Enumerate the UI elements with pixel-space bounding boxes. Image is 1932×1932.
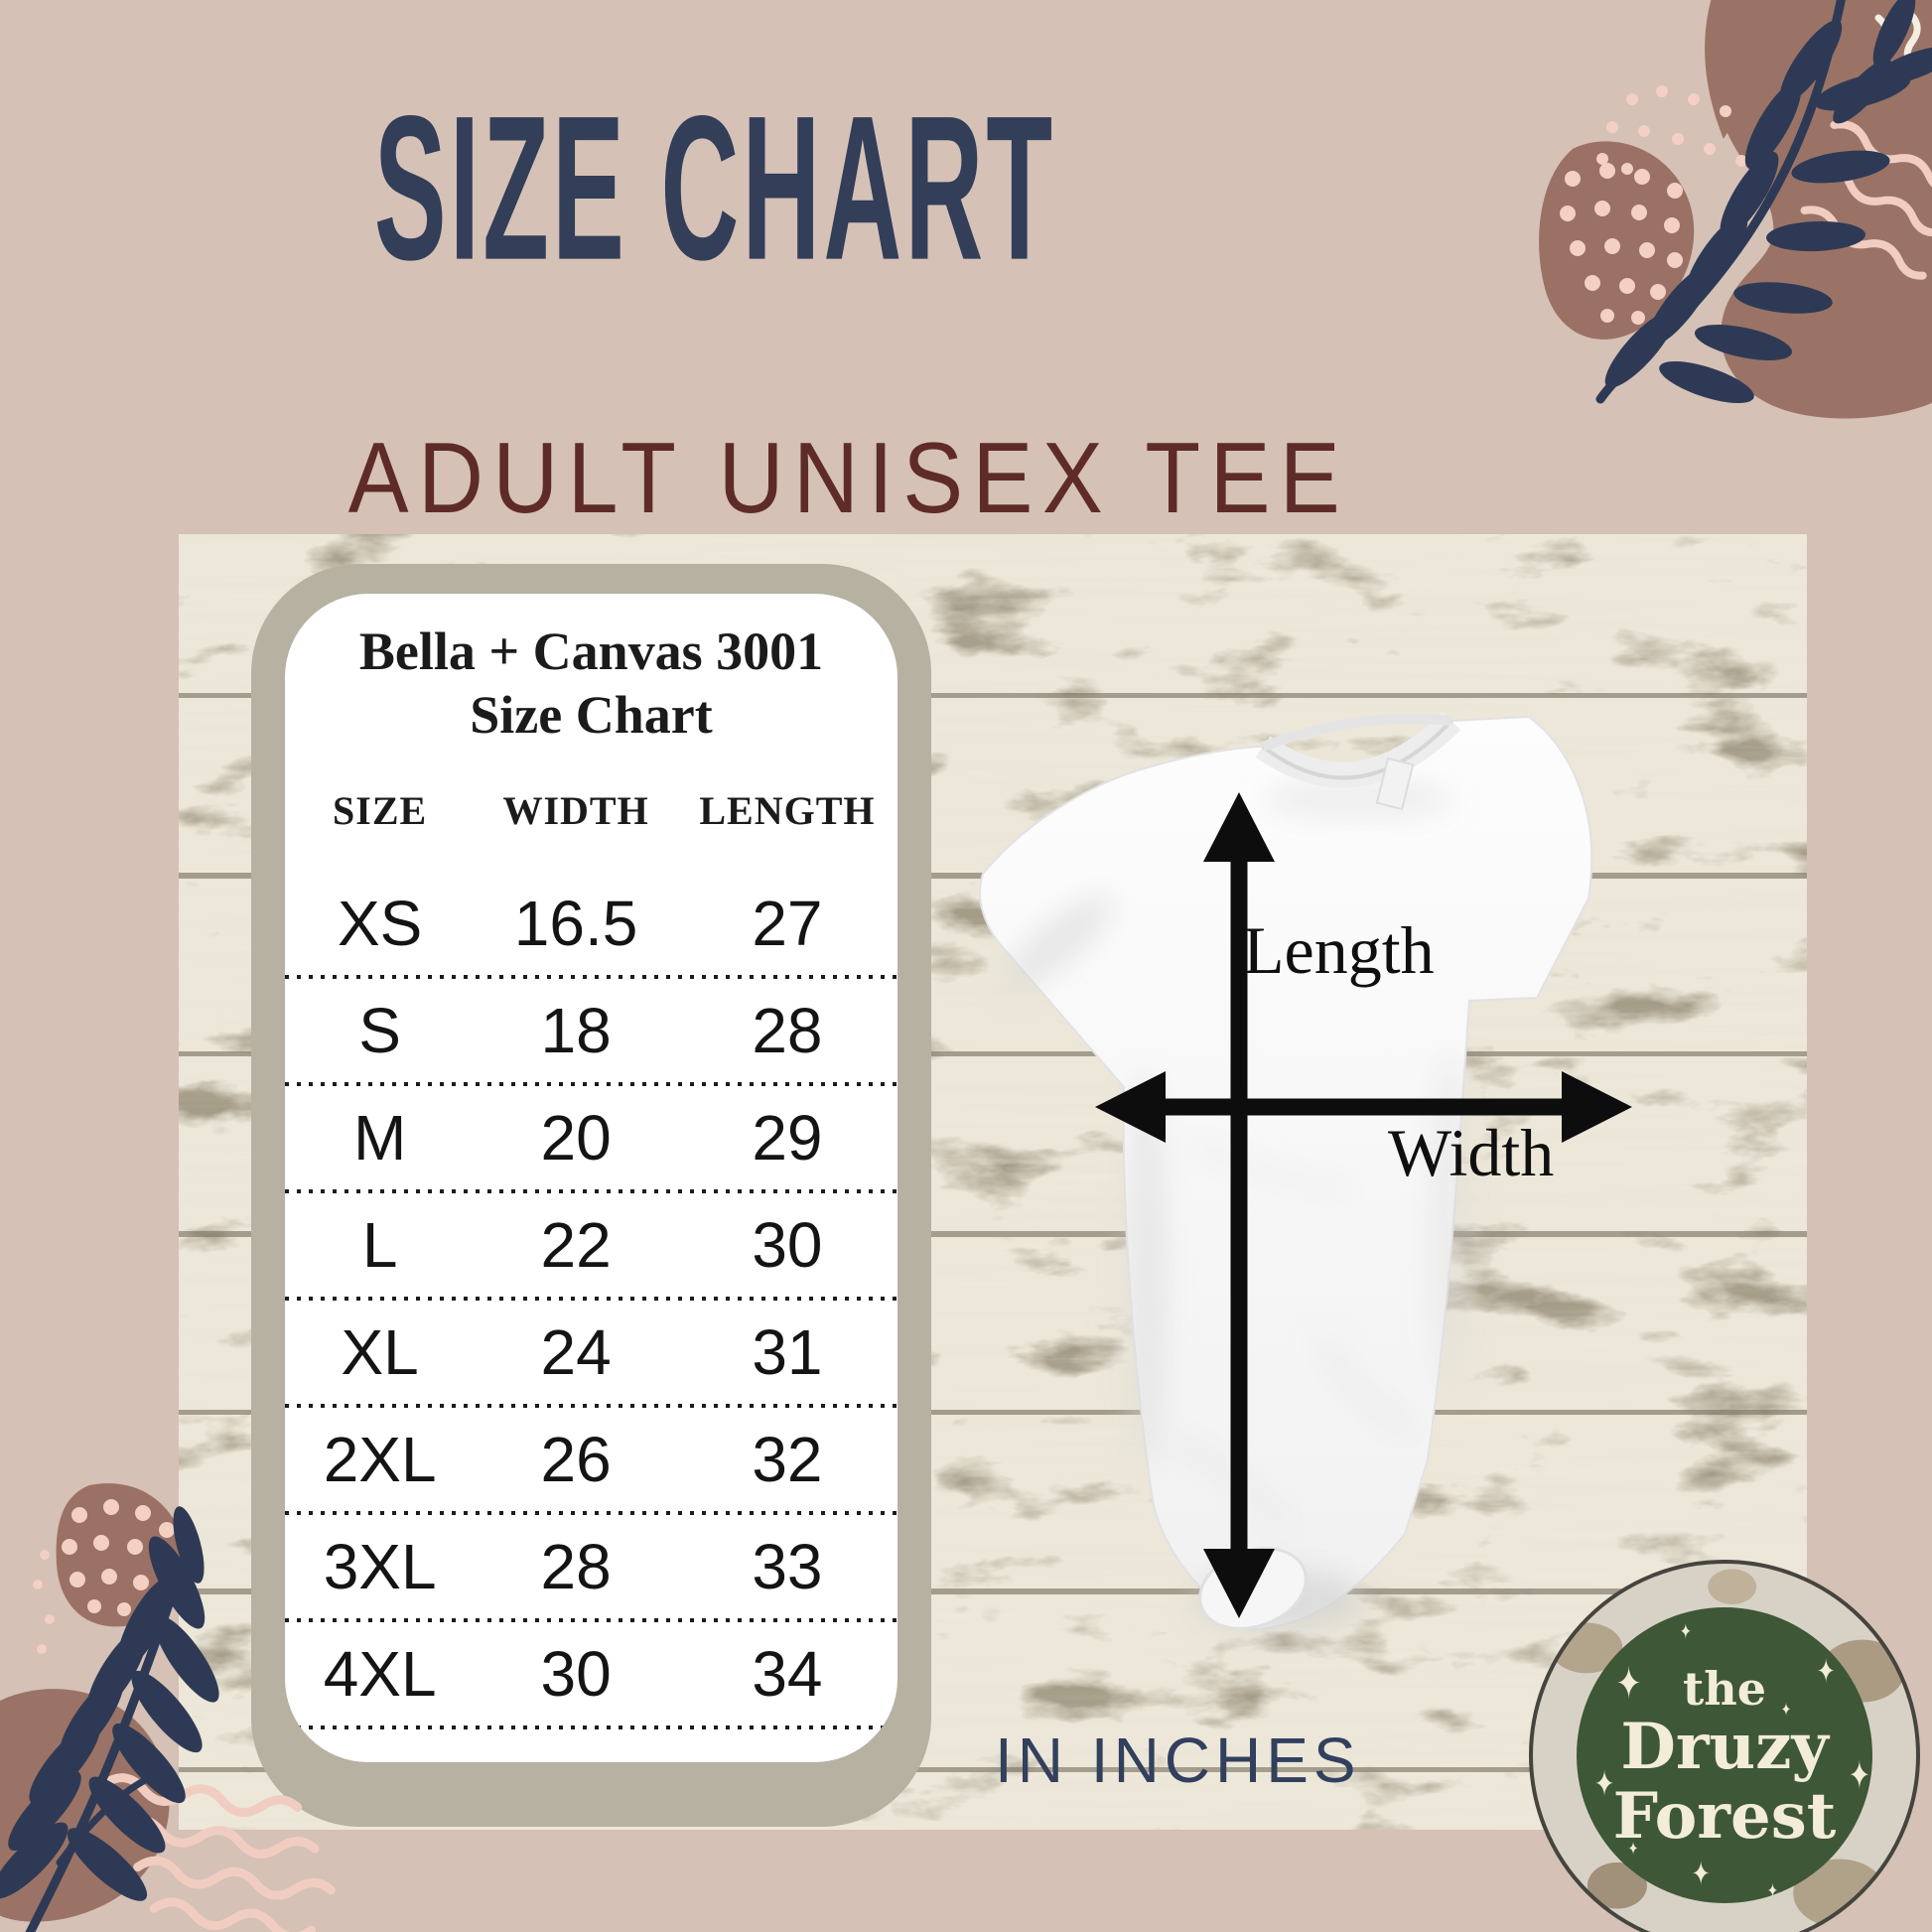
row-separator (285, 1189, 897, 1193)
cell-size: S (358, 995, 401, 1066)
col-header-length: LENGTH (699, 787, 876, 833)
cell-size: M (352, 1102, 407, 1173)
width-arrow (1095, 1071, 1632, 1143)
table-row: XS 16.5 27 (285, 872, 897, 975)
brand-logo-line2: Druzy (1620, 1710, 1829, 1784)
sparkle-icon: ✦ (1781, 1699, 1792, 1721)
size-card-panel: Bella + Canvas 3001 Size Chart SIZE WIDT… (285, 594, 897, 1762)
cell-width: 28 (540, 1531, 612, 1602)
brand-logo-line3: Forest (1612, 1779, 1837, 1854)
cell-length: 33 (752, 1531, 823, 1602)
length-label: Length (1243, 912, 1435, 988)
leaf-branch-icon (1595, 0, 1932, 404)
tshirt-mockup-image (979, 711, 1632, 1632)
row-separator (285, 1511, 897, 1515)
cell-width: 16.5 (513, 888, 638, 959)
cell-size: XL (341, 1316, 419, 1388)
cell-size: 4XL (323, 1638, 437, 1710)
units-note: IN INCHES (995, 1725, 1361, 1796)
corner-decoration-top-right (1539, 0, 1932, 419)
cell-width: 30 (540, 1638, 612, 1710)
cell-length: 31 (752, 1316, 823, 1388)
cell-size: 3XL (323, 1531, 437, 1602)
sparkle-icon: ✦ (1628, 1838, 1639, 1860)
sparkle-icon: ✦ (1817, 1652, 1836, 1691)
cell-length: 27 (752, 888, 823, 959)
table-row: 2XL 26 32 (285, 1408, 897, 1511)
sparkle-icon: ✦ (1849, 1752, 1870, 1798)
cell-width: 20 (540, 1102, 612, 1173)
dotted-blob (1539, 85, 1747, 340)
row-separator (285, 975, 897, 979)
brand-logo-badge: the Druzy Forest (1577, 1607, 1872, 1903)
corner-decoration-bottom-left (0, 1483, 336, 1932)
row-separator (285, 1618, 897, 1622)
page-subtitle: ADULT UNISEX TEE (347, 422, 1350, 535)
cell-length: 29 (752, 1102, 823, 1173)
table-row: L 22 30 (285, 1193, 897, 1297)
cell-width: 18 (540, 995, 612, 1066)
size-card: Bella + Canvas 3001 Size Chart SIZE WIDT… (251, 564, 931, 1827)
brand-logo-line1: the (1683, 1662, 1766, 1716)
table-row: M 20 29 (285, 1086, 897, 1189)
table-row: 3XL 28 33 (285, 1515, 897, 1618)
sparkle-icon: ✦ (1692, 1855, 1711, 1893)
sparkle-icon: ✦ (1594, 1764, 1615, 1805)
cell-size: L (361, 1209, 398, 1281)
brand-logo: the Druzy Forest ✦ ✦ ✦ ✦ ✦ ✦ ✦ ✦ ✦ (1529, 1560, 1920, 1932)
row-separator (285, 1297, 897, 1301)
page-title: SIZE CHART (373, 71, 1056, 304)
cell-size: XS (337, 888, 423, 959)
table-row: XL 24 31 (285, 1301, 897, 1404)
col-header-width: WIDTH (502, 787, 649, 833)
table-row: S 18 28 (285, 979, 897, 1082)
cell-length: 30 (752, 1209, 823, 1281)
length-arrow (1203, 792, 1275, 1618)
table-row: 4XL 30 34 (285, 1622, 897, 1725)
row-separator (285, 1725, 897, 1729)
sparkle-icon: ✦ (1616, 1659, 1642, 1710)
sparkle-icon: ✦ (1767, 1879, 1778, 1902)
cell-length: 32 (752, 1424, 823, 1495)
cell-width: 26 (540, 1424, 612, 1495)
cell-length: 28 (752, 995, 823, 1066)
cell-width: 24 (540, 1316, 612, 1388)
row-separator (285, 1404, 897, 1408)
cell-length: 34 (752, 1638, 823, 1710)
card-title-line1: Bella + Canvas 3001 (358, 621, 824, 681)
width-label: Width (1388, 1115, 1555, 1190)
row-separator (285, 1082, 897, 1086)
col-header-size: SIZE (333, 787, 428, 833)
cell-width: 22 (540, 1209, 612, 1281)
leaf-branch-icon (0, 1506, 219, 1932)
cell-size: 2XL (323, 1424, 437, 1495)
card-title-line2: Size Chart (470, 685, 713, 745)
sparkle-icon: ✦ (1680, 1618, 1692, 1643)
column-headers: SIZE WIDTH LENGTH (285, 786, 897, 834)
size-table: XS 16.5 27 S 18 28 M 20 29 L 22 30 (285, 872, 897, 1729)
